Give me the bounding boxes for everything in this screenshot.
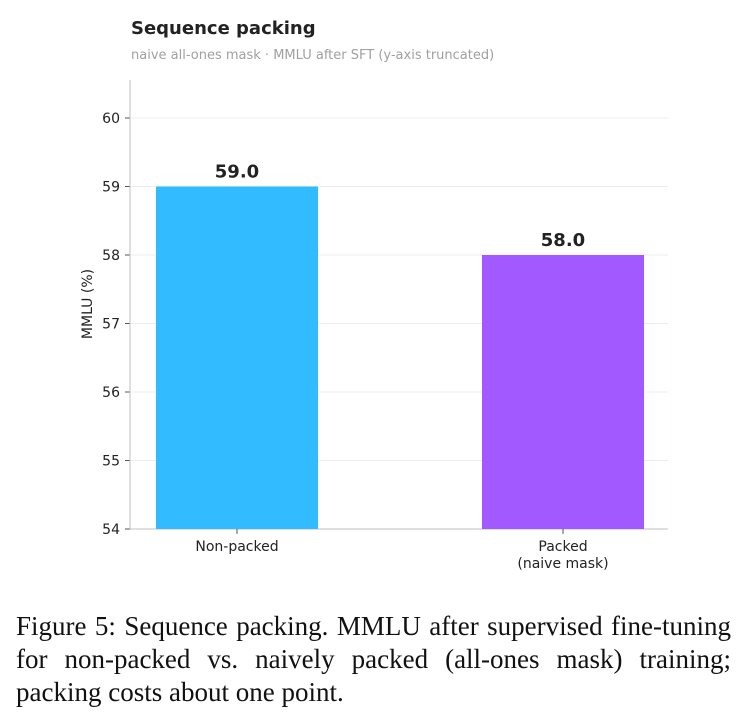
y-tick-label: 54 (102, 522, 120, 538)
bar-value-label: 59.0 (215, 162, 259, 183)
bar (156, 186, 318, 529)
x-tick-label: Non-packed (195, 539, 278, 555)
bar-value-label: 58.0 (541, 230, 585, 251)
y-tick-label: 57 (102, 317, 120, 333)
y-tick-label: 56 (102, 385, 120, 401)
x-tick-label: Packed (538, 539, 587, 555)
x-tick-label: (naive mask) (517, 556, 608, 572)
chart-title: Sequence packing (131, 18, 316, 39)
bar (482, 255, 644, 529)
y-tick-label: 60 (102, 111, 120, 127)
chart-subtitle: naive all-ones mask · MMLU after SFT (y-… (131, 48, 495, 63)
y-axis-label: MMLU (%) (80, 269, 96, 339)
figure-caption: Figure 5: Sequence packing. MMLU after s… (16, 611, 731, 707)
y-tick-label: 59 (102, 180, 120, 196)
y-tick-label: 58 (102, 248, 120, 264)
bar-chart: 54 55 56 57 58 59 60 MMLU (%) 59.0 Non-packed 58.0… (80, 80, 668, 572)
y-tick-label: 55 (102, 454, 120, 470)
